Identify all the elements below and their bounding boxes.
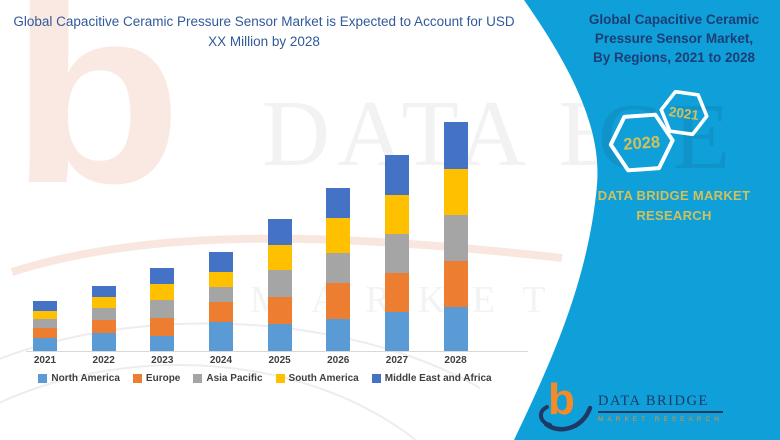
bar-segment-2026-asia-pacific: [326, 253, 351, 283]
x-axis-label-2022: 2022: [92, 355, 115, 366]
bar-segment-2024-north-america: [208, 322, 233, 351]
sidebar-heading-line2: Pressure Sensor Market,: [594, 31, 754, 47]
bar-segment-2024-europe: [208, 302, 233, 322]
bar-segment-2027-south-america: [384, 195, 409, 234]
legend-item-north-america: North America: [38, 373, 120, 384]
legend-label: Asia Pacific: [206, 373, 263, 384]
chart-legend: North America Europe Asia Pacific South Ame…: [0, 373, 530, 384]
legend-swatch-icon: [38, 374, 48, 383]
legend-swatch-icon: [371, 374, 381, 383]
bar-segment-2023-south-america: [150, 284, 175, 300]
legend-swatch-icon: [132, 374, 142, 383]
legend-item-europe: Europe: [132, 373, 181, 384]
x-axis-label-2027: 2027: [385, 355, 409, 366]
legend-item-asia-pacific: Asia Pacific: [193, 373, 263, 384]
bar-segment-2026-south-america: [326, 218, 351, 253]
legend-swatch-icon: [193, 374, 203, 383]
logo-tagline-text: MARKET RESEARCH: [598, 416, 723, 423]
sidebar-heading-line1: Global Capacitive Ceramic: [588, 12, 760, 27]
x-axis-label-2024: 2024: [209, 355, 233, 366]
legend-item-middle-east-and-africa: Middle East and Africa: [371, 373, 492, 384]
bar-segment-2026-middle-east-and-africa: [326, 188, 351, 218]
bar-segment-2024-middle-east-and-africa: [208, 252, 233, 272]
hexagon-2028: [608, 112, 675, 173]
bar-segment-2026-europe: [326, 283, 351, 319]
bar-segment-2021-europe: [33, 328, 57, 338]
bar-segment-2027-middle-east-and-africa: [384, 155, 409, 195]
bar-segment-2021-north-america: [33, 338, 57, 351]
bar-segment-2028-asia-pacific: [443, 215, 468, 261]
x-axis-label-2023: 2023: [151, 355, 174, 366]
x-axis-label-2028: 2028: [444, 355, 467, 366]
logo-b-glyph: b: [548, 375, 575, 424]
bar-segment-2028-middle-east-and-africa: [443, 122, 468, 169]
bar-segment-2025-north-america: [267, 324, 292, 351]
bar-segment-2027-asia-pacific: [384, 234, 409, 273]
sidebar-background-shape: [514, 0, 780, 440]
bar-segment-2024-asia-pacific: [208, 287, 233, 302]
legend-label: Europe: [145, 373, 181, 384]
hexagon-2028-label: 2028: [623, 133, 661, 154]
data-bridge-logo: b DATA BRIDGE MARKET RESEARCH: [534, 378, 774, 436]
bar-segment-2023-asia-pacific: [150, 300, 175, 318]
hexagon-2021-label: 2021: [668, 104, 700, 123]
legend-swatch-icon: [275, 374, 285, 383]
bar-segment-2025-europe: [267, 297, 292, 324]
bar-segment-2022-europe: [91, 320, 116, 333]
bar-segment-2022-south-america: [91, 297, 116, 308]
bar-segment-2021-asia-pacific: [33, 319, 57, 328]
x-axis-label-2026: 2026: [327, 355, 350, 366]
bar-segment-2023-europe: [150, 318, 175, 336]
sidebar-heading-line3: By Regions, 2021 to 2028: [592, 50, 756, 66]
legend-item-south-america: South America: [275, 373, 359, 384]
sidebar-brand-text: DATA BRIDGE MARKET RESEARCH: [597, 188, 751, 223]
bar-segment-2021-middle-east-and-africa: [33, 301, 57, 311]
bar-segment-2027-north-america: [384, 312, 409, 351]
bar-segment-2022-middle-east-and-africa: [91, 286, 116, 297]
bar-segment-2022-north-america: [91, 333, 116, 351]
logo-name-text: DATA BRIDGE: [598, 393, 723, 413]
x-axis-label-2025: 2025: [268, 355, 291, 366]
bar-segment-2026-north-america: [326, 319, 351, 351]
bar-segment-2023-north-america: [150, 336, 175, 351]
bar-segment-2027-europe: [384, 273, 409, 312]
logo-swoosh-icon: [539, 405, 593, 432]
bar-segment-2022-asia-pacific: [91, 308, 116, 320]
x-axis-label-2021: 2021: [33, 355, 57, 366]
legend-label: North America: [51, 373, 120, 384]
bar-segment-2028-europe: [443, 261, 468, 307]
chart-title: Global Capacitive Ceramic Pressure Senso…: [13, 14, 515, 50]
bar-segment-2024-south-america: [208, 272, 233, 287]
x-axis-line: [26, 351, 528, 352]
bar-segment-2025-asia-pacific: [267, 270, 292, 297]
bar-segment-2025-middle-east-and-africa: [267, 219, 292, 245]
bar-segment-2028-south-america: [443, 169, 468, 215]
bar-segment-2021-south-america: [33, 311, 57, 319]
bar-segment-2023-middle-east-and-africa: [150, 268, 175, 284]
sidebar-heading: Global Capacitive Ceramic Pressure Senso…: [578, 10, 770, 67]
bar-segment-2028-north-america: [443, 307, 468, 351]
hexagon-2021: [659, 89, 709, 137]
logo-wordmark: DATA BRIDGE MARKET RESEARCH: [598, 393, 723, 423]
bar-segment-2025-south-america: [267, 245, 292, 270]
legend-label: South America: [288, 373, 359, 384]
legend-label: Middle East and Africa: [384, 373, 492, 384]
